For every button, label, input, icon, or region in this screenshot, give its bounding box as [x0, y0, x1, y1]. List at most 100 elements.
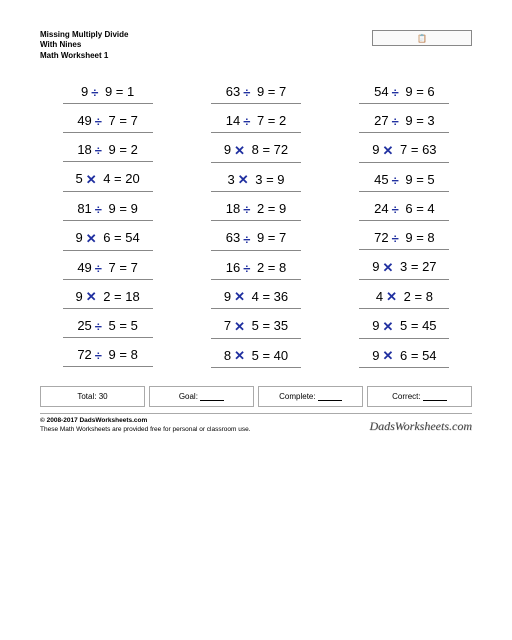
divide-icon: ÷	[389, 114, 402, 129]
divide-icon: ÷	[92, 202, 105, 217]
equals: =	[110, 289, 125, 304]
summary-correct-label: Correct:	[392, 392, 420, 401]
equals: =	[116, 318, 131, 333]
summary-correct-blank	[423, 393, 447, 401]
problem: 3✕ 3 = 9	[211, 167, 301, 193]
result: 72	[274, 142, 288, 157]
divide-icon: ÷	[240, 114, 253, 129]
problem: 9✕ 5 = 45	[359, 313, 449, 339]
result: 20	[125, 171, 139, 186]
title-line3: Math Worksheet 1	[40, 51, 128, 61]
operand-b: 9	[402, 113, 413, 128]
operand-b: 9	[253, 230, 264, 245]
multiply-icon: ✕	[83, 172, 100, 188]
operand-b: 6	[100, 230, 111, 245]
divide-icon: ÷	[92, 348, 105, 363]
operand-b: 7	[253, 113, 264, 128]
operand-a: 9	[75, 230, 82, 245]
title-line2: With Nines	[40, 40, 128, 50]
operand-b: 4	[100, 171, 111, 186]
operand-a: 54	[374, 84, 388, 99]
equals: =	[413, 230, 428, 245]
divide-icon: ÷	[240, 85, 253, 100]
operand-a: 27	[374, 113, 388, 128]
operand-a: 72	[77, 347, 91, 362]
result: 6	[427, 84, 434, 99]
equals: =	[112, 84, 127, 99]
problem: 8✕ 5 = 40	[211, 343, 301, 369]
operand-b: 3	[252, 172, 263, 187]
operand-a: 24	[374, 201, 388, 216]
equals: =	[411, 289, 426, 304]
operand-a: 63	[226, 84, 240, 99]
operand-a: 25	[77, 318, 91, 333]
operand-a: 9	[81, 84, 88, 99]
summary-correct: Correct:	[367, 386, 472, 407]
column-2: 63÷ 9 = 714÷ 7 = 29✕ 8 = 723✕ 3 = 918÷ 2…	[192, 79, 319, 372]
multiply-icon: ✕	[231, 348, 248, 364]
summary-goal-blank	[200, 393, 224, 401]
footer-text: © 2008-2017 DadsWorksheets.com These Mat…	[40, 417, 251, 434]
problem: 49÷ 7 = 7	[63, 255, 153, 280]
result: 2	[131, 142, 138, 157]
equals: =	[116, 347, 131, 362]
result: 54	[125, 230, 139, 245]
divide-icon: ÷	[92, 143, 105, 158]
summary-complete: Complete:	[258, 386, 363, 407]
title-block: Missing Multiply Divide With Nines Math …	[40, 30, 128, 61]
multiply-icon: ✕	[380, 319, 397, 335]
problem: 9✕ 3 = 27	[359, 254, 449, 280]
footer-copyright: © 2008-2017 DadsWorksheets.com	[40, 417, 251, 425]
result: 7	[131, 260, 138, 275]
problem: 27÷ 9 = 3	[359, 108, 449, 133]
operand-b: 2	[253, 201, 264, 216]
divide-icon: ÷	[88, 85, 101, 100]
operand-a: 9	[224, 289, 231, 304]
column-1: 9÷ 9 = 149÷ 7 = 718÷ 9 = 25✕ 4 = 2081÷ 9…	[44, 79, 171, 372]
equals: =	[264, 113, 279, 128]
equals: =	[413, 84, 428, 99]
equals: =	[259, 348, 274, 363]
result: 35	[274, 318, 288, 333]
result: 40	[274, 348, 288, 363]
multiply-icon: ✕	[383, 289, 400, 305]
equals: =	[116, 142, 131, 157]
operand-a: 81	[77, 201, 91, 216]
problem: 9✕ 7 = 63	[359, 137, 449, 163]
operand-b: 9	[105, 201, 116, 216]
result: 54	[422, 348, 436, 363]
multiply-icon: ✕	[231, 143, 248, 159]
operand-b: 9	[101, 84, 112, 99]
problem-columns: 9÷ 9 = 149÷ 7 = 718÷ 9 = 25✕ 4 = 2081÷ 9…	[40, 79, 472, 372]
operand-b: 5	[396, 318, 407, 333]
name-box-icon: 📋	[417, 34, 427, 43]
problem: 9÷ 9 = 1	[63, 79, 153, 104]
operand-a: 9	[372, 259, 379, 274]
equals: =	[259, 142, 274, 157]
operand-b: 7	[396, 142, 407, 157]
equals: =	[110, 230, 125, 245]
divide-icon: ÷	[389, 173, 402, 188]
result: 7	[279, 230, 286, 245]
result: 36	[274, 289, 288, 304]
operand-b: 5	[105, 318, 116, 333]
footer-note: These Math Worksheets are provided free …	[40, 426, 251, 434]
operand-a: 9	[75, 289, 82, 304]
summary-total: Total: 30	[40, 386, 145, 407]
problem: 14÷ 7 = 2	[211, 108, 301, 133]
operand-a: 18	[226, 201, 240, 216]
problem: 49÷ 7 = 7	[63, 108, 153, 133]
equals: =	[264, 230, 279, 245]
operand-a: 9	[372, 142, 379, 157]
result: 4	[427, 201, 434, 216]
equals: =	[407, 318, 422, 333]
operand-a: 7	[224, 318, 231, 333]
problem: 45÷ 9 = 5	[359, 167, 449, 192]
equals: =	[116, 260, 131, 275]
operand-b: 2	[400, 289, 411, 304]
result: 7	[131, 113, 138, 128]
problem: 18÷ 9 = 2	[63, 137, 153, 162]
summary-goal: Goal:	[149, 386, 254, 407]
operand-a: 63	[226, 230, 240, 245]
divide-icon: ÷	[240, 202, 253, 217]
